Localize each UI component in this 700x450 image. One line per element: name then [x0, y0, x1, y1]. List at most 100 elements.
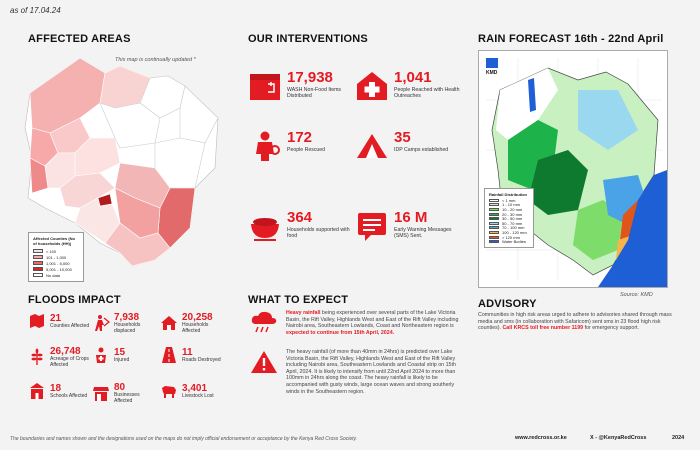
- footer-website-link[interactable]: www.redcross.or.ke: [515, 435, 567, 441]
- legend-swatch: [489, 207, 499, 211]
- legend-row: No data: [33, 272, 79, 278]
- legend-swatch: [489, 203, 499, 207]
- map-legend: Affected Counties (No of households (HH)…: [28, 232, 84, 282]
- box-icon: [250, 74, 280, 100]
- advisory-hotline: Call KRCS toll free number 1199: [502, 325, 584, 332]
- house-icon: [161, 316, 177, 331]
- intervention-label: People Rescued: [287, 147, 326, 153]
- rain-source: Source: KMD: [620, 292, 653, 298]
- impact-item: 20,258 Households Affected: [160, 312, 222, 334]
- heavy-rainfall-lead: Heavy rainfall: [286, 310, 321, 316]
- livestock-icon: [162, 386, 176, 398]
- interventions-title: OUR INTERVENTIONS: [248, 33, 368, 45]
- expect-paragraph-1: Heavy rainfall being experienced over se…: [286, 310, 468, 336]
- impact-value: 20,258: [182, 312, 213, 323]
- legend-label: 20 - 30 mm: [502, 211, 523, 217]
- impact-label: Households displaced: [114, 322, 141, 334]
- impact-value: 26,748: [50, 346, 81, 357]
- impact-value: 3,401: [182, 382, 208, 394]
- footer-social-link[interactable]: X - @KenyaRedCross: [590, 435, 647, 441]
- footer-disclaimer: The boundaries and names shown and the d…: [10, 436, 358, 442]
- legend-row: 1 - 10 mm: [489, 202, 529, 207]
- rain-forecast-map: KMD: [478, 50, 668, 288]
- map-update-note: This map is continually updated *: [115, 57, 196, 63]
- impact-label: Roads Destroyed: [182, 356, 221, 363]
- legend-row: < 1 mm: [489, 198, 529, 203]
- intervention-value: 172: [287, 129, 313, 146]
- shop-icon: [93, 387, 109, 402]
- as-of-date: as of 17.04.24: [10, 6, 61, 15]
- intervention-value: 16 M: [394, 209, 428, 226]
- crops-icon: [31, 348, 43, 366]
- impact-item: 26,748 Acreage of Crops Affected: [28, 346, 90, 368]
- legend-label: 100 - 120 mm: [502, 229, 527, 235]
- expect-continue-date: expected to continue from 15th April, 20…: [286, 329, 395, 336]
- legend-swatch: [489, 235, 499, 239]
- impact-label: Households Affected: [182, 322, 209, 334]
- intervention-label: Households supported with food: [287, 227, 350, 239]
- legend-label: 30 - 50 mm: [502, 216, 523, 222]
- affected-counties-map: [24, 57, 219, 267]
- legend-row: Water Bodies: [489, 239, 529, 244]
- medical-cross-icon: [357, 72, 387, 100]
- legend-swatch: [33, 255, 43, 259]
- legend-swatch: [33, 249, 43, 253]
- legend-swatch: [489, 212, 499, 216]
- legend-row: 50 - 70 mm: [489, 221, 529, 226]
- intervention-value: 17,938: [287, 69, 333, 86]
- rescuer-icon: [256, 131, 280, 161]
- impact-item: 21 Counties Affected: [28, 312, 89, 330]
- intervention-value: 1,041: [394, 69, 432, 86]
- impact-item: 80 Businesses Affected: [92, 382, 154, 404]
- legend-label: 101 - 1,000: [46, 254, 67, 260]
- rainfall-legend: Rainfall Distribution < 1 mm 1 - 10 mm 1…: [484, 188, 534, 248]
- displaced-person-icon: [95, 315, 110, 332]
- legend-row: 10 - 20 mm: [489, 207, 529, 212]
- impact-label: Counties Affected: [50, 322, 90, 329]
- advisory-title: ADVISORY: [478, 298, 537, 310]
- legend-swatch: [33, 261, 43, 265]
- impact-item: 18 Schools Affected: [28, 382, 87, 400]
- legend-row: 30 - 50 mm: [489, 216, 529, 221]
- school-icon: [30, 383, 44, 399]
- legend-label: < 100: [46, 248, 57, 254]
- expect-paragraph-2: The heavy rainfall (of more than 40mm in…: [286, 349, 456, 395]
- legend-label: 50 - 70 mm: [502, 220, 523, 226]
- impact-label: Businesses Affected: [114, 392, 140, 404]
- legend-label: > 120 mm: [502, 234, 520, 240]
- footer-year: 2024: [672, 435, 685, 441]
- impact-value: 80: [114, 382, 126, 393]
- impact-label: Acreage of Crops Affected: [50, 356, 89, 368]
- intervention-item: 364 Households supported with food: [248, 210, 357, 242]
- expect-paragraph-1-body: being experienced over several parts of …: [286, 310, 459, 330]
- heavy-rain-icon: [251, 311, 277, 333]
- advisory-text: Communities in high risk areas urged to …: [478, 312, 678, 332]
- legend-swatch: [489, 240, 499, 244]
- impact-item: 7,938 Households displaced: [92, 312, 154, 334]
- intervention-item: 172 People Rescued: [248, 130, 325, 162]
- map-legend-title: Affected Counties (No of households (HH)…: [33, 236, 75, 246]
- advisory-body: Communities in high risk areas urged to …: [478, 312, 672, 332]
- affected-areas-title: AFFECTED AREAS: [28, 33, 131, 45]
- rain-forecast-title: RAIN FORECAST 16th - 22nd April: [478, 33, 664, 45]
- legend-row: 101 - 1,000: [33, 254, 79, 260]
- intervention-label: WASH Non-Food Items Distributed: [287, 87, 342, 99]
- legend-label: Water Bodies: [502, 239, 526, 245]
- what-to-expect-title: WHAT TO EXPECT: [248, 294, 349, 306]
- intervention-item: 1,041 People Reached with Health Outreach…: [355, 70, 464, 102]
- warning-icon: [251, 351, 277, 373]
- floods-impact-title: FLOODS IMPACT: [28, 294, 121, 306]
- legend-row: < 100: [33, 248, 79, 254]
- map-icon: [30, 314, 44, 328]
- legend-label: 5,001 - 10,000: [46, 266, 72, 272]
- message-icon: [358, 213, 386, 241]
- legend-label: 1,001 - 5,000: [46, 260, 70, 266]
- impact-label: Livestock Lost: [182, 392, 214, 399]
- impact-label: Schools Affected: [50, 392, 88, 399]
- impact-item: 3,401 Livestock Lost: [160, 382, 214, 400]
- legend-row: 1,001 - 5,000: [33, 260, 79, 266]
- intervention-item: 16 M Early Warning Messages (SMS) Sent.: [355, 210, 464, 242]
- intervention-label: People Reached with Health Outreaches: [394, 87, 460, 99]
- impact-value: 15: [114, 346, 126, 358]
- intervention-label: Early Warning Messages (SMS) Sent.: [394, 227, 452, 239]
